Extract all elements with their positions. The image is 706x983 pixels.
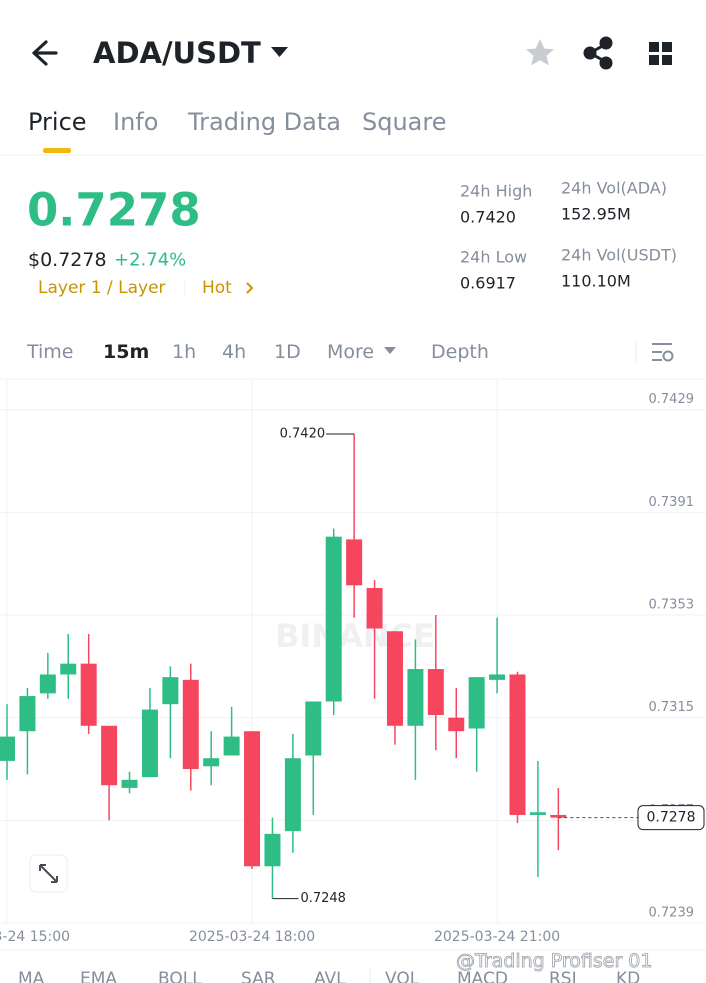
indicator[interactable]: RSI — [549, 969, 577, 983]
tab-active[interactable]: Price — [28, 108, 87, 136]
candle-body — [427, 669, 444, 715]
candle-body — [141, 709, 158, 778]
candle-body — [182, 679, 199, 770]
back-button[interactable] — [32, 40, 58, 66]
stat-label: 24h Low — [460, 248, 527, 267]
tag-chevron — [246, 282, 254, 294]
annotation-label: 0.7420 — [280, 427, 326, 442]
candle-body — [223, 736, 240, 756]
indicator[interactable]: BOLL — [158, 969, 202, 983]
annotation-label: 0.7248 — [300, 891, 346, 906]
x-tick-label: 2025-03-24 18:00 — [189, 929, 315, 945]
tab-indicator — [43, 148, 71, 153]
candle-body — [366, 588, 383, 629]
stat-label: 24h High — [460, 182, 532, 201]
candlestick-chart: 0.74290.73910.73530.73150.72770.72392025… — [0, 380, 706, 945]
stat-label: 24h Vol(USDT) — [561, 246, 677, 265]
y-tick-label: 0.7239 — [649, 906, 695, 921]
candle-body — [284, 758, 301, 832]
y-tick-label: 0.7353 — [649, 598, 695, 613]
tab[interactable]: Square — [362, 108, 447, 136]
watermark: BINANCE — [275, 617, 435, 655]
candle-body — [80, 663, 97, 726]
candle-body — [305, 701, 322, 756]
candle-body — [529, 812, 546, 815]
y-tick-label: 0.7315 — [649, 700, 695, 715]
candle-body — [448, 717, 465, 732]
stat-value: 0.7420 — [460, 208, 516, 227]
pair-dropdown[interactable] — [271, 47, 288, 57]
watermark: @Trading Profiser 01 — [456, 950, 652, 972]
x-tick-label: 2025-03-24 15:00 — [0, 929, 70, 945]
more-dropdown[interactable] — [384, 347, 396, 354]
interval[interactable]: 1D — [274, 341, 301, 363]
candle-body — [325, 536, 342, 702]
interval[interactable]: 1h — [172, 341, 196, 363]
last-price-box — [637, 805, 705, 831]
x-tick-label: 2025-03-24 21:00 — [434, 929, 560, 945]
price-change: +2.74% — [114, 250, 186, 271]
tag[interactable]: Layer 1 / Layer — [38, 278, 166, 298]
candle-body — [0, 736, 15, 761]
share-icon[interactable] — [583, 36, 613, 70]
candle-body — [121, 779, 138, 788]
y-tick-label: 0.7429 — [649, 392, 695, 407]
indicator[interactable]: MA — [18, 969, 45, 983]
candle-body — [39, 674, 56, 694]
tag[interactable]: Hot — [202, 278, 232, 298]
y-tick-label: 0.7391 — [649, 495, 695, 510]
interval[interactable]: Depth — [431, 341, 489, 363]
tab[interactable]: Trading Data — [187, 108, 341, 136]
candle-body — [346, 539, 363, 586]
candle-body — [264, 833, 281, 867]
indicator[interactable]: KD — [616, 969, 640, 983]
favorite-icon[interactable] — [526, 39, 554, 66]
candle-body — [550, 814, 567, 818]
menu-icon[interactable] — [649, 42, 672, 65]
interval[interactable]: Time — [26, 341, 74, 363]
candle-body — [101, 725, 118, 786]
tab[interactable]: Info — [113, 108, 158, 136]
candle-body — [162, 677, 179, 705]
indicator[interactable]: VOL — [385, 969, 420, 983]
fullscreen-button[interactable] — [29, 854, 68, 893]
usd-price: $0.7278 — [28, 249, 107, 271]
pair-title[interactable]: ADA/USDT — [93, 36, 261, 70]
candle-body — [407, 669, 424, 726]
last-price: 0.7278 — [27, 184, 201, 237]
last-price-label: 0.7278 — [647, 810, 696, 826]
interval[interactable]: 4h — [222, 341, 246, 363]
candle-body — [509, 674, 526, 815]
stat-value: 152.95M — [561, 205, 631, 224]
chart-settings-icon[interactable] — [652, 343, 674, 362]
stat-value: 110.10M — [561, 272, 631, 291]
candle-body — [19, 696, 36, 732]
candle-body — [468, 677, 485, 729]
indicator[interactable]: AVL — [314, 969, 346, 983]
interval[interactable]: More — [327, 341, 374, 363]
stat-label: 24h Vol(ADA) — [561, 179, 667, 198]
indicator[interactable]: MACD — [457, 969, 508, 983]
candle-body — [244, 731, 261, 867]
interval-active[interactable]: 15m — [103, 341, 149, 363]
indicator[interactable]: SAR — [241, 969, 276, 983]
stat-value: 0.6917 — [460, 274, 516, 293]
indicator[interactable]: EMA — [80, 969, 117, 983]
candle-body — [386, 631, 403, 726]
candle-body — [203, 758, 220, 767]
candle-body — [489, 674, 506, 680]
candle-body — [60, 663, 77, 675]
